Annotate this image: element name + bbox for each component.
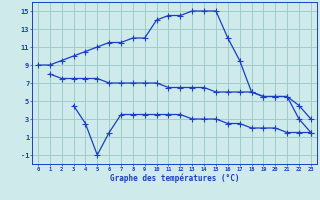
X-axis label: Graphe des températures (°C): Graphe des températures (°C) xyxy=(110,173,239,183)
